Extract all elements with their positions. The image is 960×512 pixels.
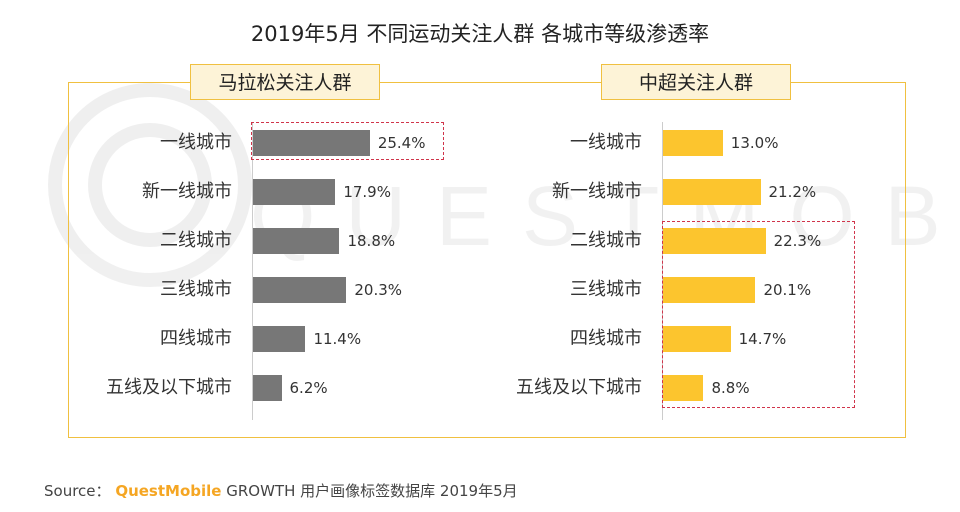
right-category-label: 三线城市 bbox=[570, 279, 642, 300]
left-category-label: 四线城市 bbox=[160, 328, 232, 349]
left-bar bbox=[253, 375, 282, 401]
left-value-label: 17.9% bbox=[343, 183, 391, 201]
right-value-label: 8.8% bbox=[711, 379, 750, 397]
left-category-label: 五线及以下城市 bbox=[106, 377, 232, 398]
right-category-label: 新一线城市 bbox=[552, 181, 642, 202]
right-bar bbox=[663, 228, 766, 254]
right-bar bbox=[663, 130, 723, 156]
right-value-label: 20.1% bbox=[763, 281, 812, 299]
chart-title: 2019年5月 不同运动关注人群 各城市等级渗透率 bbox=[250, 22, 710, 46]
source-note: Source： QuestMobile GROWTH 用户画像标签数据库 201… bbox=[44, 480, 518, 501]
right-value-label: 21.2% bbox=[768, 183, 817, 201]
right-highlight-box bbox=[662, 221, 855, 408]
left-category-label: 二线城市 bbox=[160, 230, 232, 251]
right-category-label: 一线城市 bbox=[570, 132, 642, 153]
right-value-label: 13.0% bbox=[730, 134, 779, 152]
left-bar bbox=[253, 326, 306, 352]
source-text: GROWTH 用户画像标签数据库 2019年5月 bbox=[226, 482, 518, 500]
left-category-label: 一线城市 bbox=[160, 132, 232, 153]
left-chart-title-tag: 马拉松关注人群 bbox=[190, 64, 380, 100]
right-bar bbox=[663, 277, 756, 303]
left-bar bbox=[253, 130, 370, 156]
left-bar bbox=[253, 228, 340, 254]
right-chart-title-tag: 中超关注人群 bbox=[601, 64, 791, 100]
left-highlight-box bbox=[251, 122, 444, 160]
chart-frame bbox=[68, 82, 906, 438]
left-value-label: 11.4% bbox=[313, 330, 362, 348]
left-category-label: 新一线城市 bbox=[142, 181, 232, 202]
svg-text:QUESTMOBILE: QUESTMOBILE bbox=[250, 169, 960, 263]
right-category-label: 二线城市 bbox=[570, 230, 642, 251]
left-bar bbox=[253, 277, 347, 303]
right-category-label: 五线及以下城市 bbox=[516, 377, 642, 398]
right-bar bbox=[663, 179, 761, 205]
right-value-label: 22.3% bbox=[773, 232, 822, 250]
right-bar bbox=[663, 375, 704, 401]
left-value-label: 18.8% bbox=[347, 232, 396, 250]
source-prefix: Source： bbox=[44, 482, 111, 500]
left-value-label: 25.4% bbox=[377, 134, 426, 152]
right-value-label: 14.7% bbox=[738, 330, 787, 348]
left-axis-line bbox=[252, 122, 253, 420]
left-category-label: 三线城市 bbox=[160, 279, 232, 300]
left-value-label: 6.2% bbox=[289, 379, 328, 397]
right-category-label: 四线城市 bbox=[570, 328, 642, 349]
left-bar bbox=[253, 179, 336, 205]
right-bar bbox=[663, 326, 731, 352]
source-brand: QuestMobile bbox=[115, 482, 222, 500]
left-value-label: 20.3% bbox=[354, 281, 403, 299]
